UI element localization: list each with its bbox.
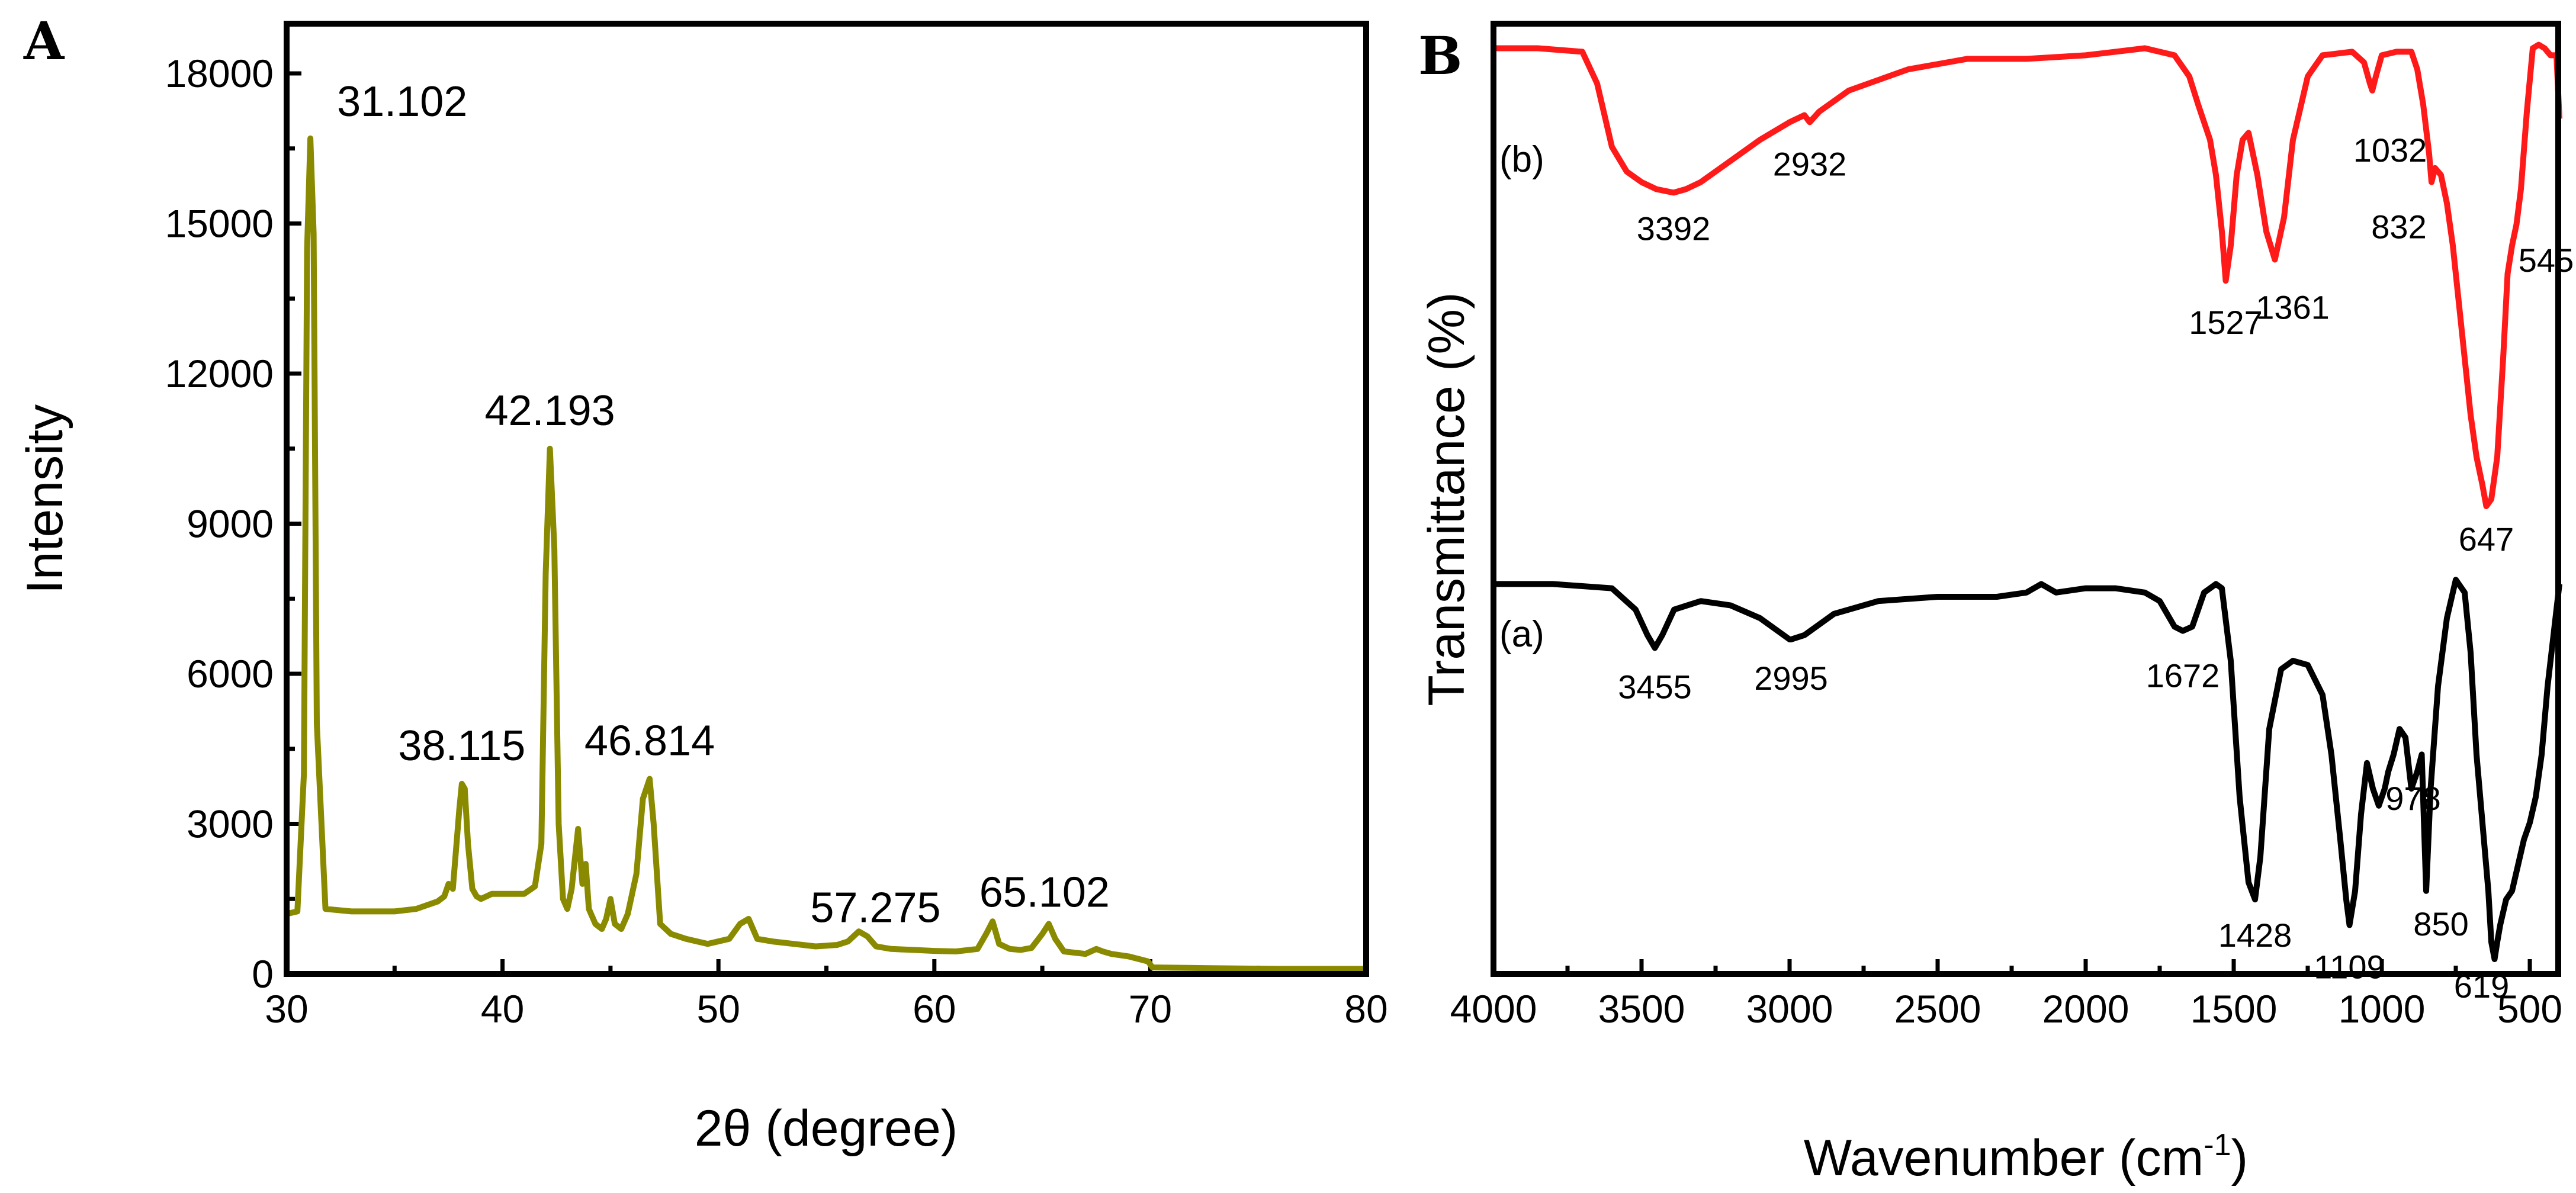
ftir-peak-label: 832 <box>2371 208 2426 246</box>
ftir-peak-label: 2932 <box>1773 145 1847 182</box>
xrd-series <box>285 135 1366 972</box>
xrd-x-tick-label: 50 <box>696 987 740 1031</box>
ftir-plot-frame <box>1491 21 2561 977</box>
ftir-x-axis-title-text: Wavenumber (cm <box>1804 1130 2204 1186</box>
xrd-peak-label: 38.115 <box>398 722 525 770</box>
ftir-x-tick-label: 2500 <box>1894 987 1981 1031</box>
xrd-axis-ticks: 30 40 50 60 70 80 0 3000 6000 9000 12000 15000 18000 <box>165 52 1387 1031</box>
ftir-x-axis-title: Wavenumber (cm-1) <box>1804 1128 2248 1186</box>
ftir-x-tick-label: 2000 <box>2042 987 2129 1031</box>
ftir-peak-label: 1527 <box>2189 304 2263 341</box>
ftir-peak-label: 1428 <box>2218 917 2292 954</box>
ftir-x-tick-label: 3500 <box>1598 987 1685 1031</box>
ftir-peak-label: 1361 <box>2256 289 2330 326</box>
xrd-x-tick-label: 60 <box>913 987 956 1031</box>
ftir-peak-label: 978 <box>2385 780 2440 817</box>
xrd-y-tick-label: 12000 <box>165 352 274 395</box>
xrd-x-axis-title: 2θ (degree) <box>695 1100 958 1157</box>
xrd-x-tick-label: 30 <box>265 987 308 1031</box>
xrd-series-line <box>285 135 1366 972</box>
ftir-series-label-a: (a) <box>1499 614 1544 655</box>
ftir-series-line-b <box>1493 41 2562 509</box>
ftir-peak-label: 2995 <box>1754 660 1828 697</box>
ftir-x-axis-title-end: ) <box>2231 1130 2249 1186</box>
xrd-y-tick-label: 6000 <box>187 652 274 696</box>
ftir-x-tick-label: 500 <box>2497 987 2562 1031</box>
xrd-plot-frame <box>284 21 1369 977</box>
ftir-peak-label: 1032 <box>2353 131 2427 169</box>
ftir-x-axis-title-sup: -1 <box>2204 1128 2231 1162</box>
panel-letter-a: A <box>23 10 65 72</box>
ftir-peak-label: 1672 <box>2146 657 2220 694</box>
xrd-peak-label: 65.102 <box>979 869 1110 917</box>
ftir-y-axis-title: Transmittance (%) <box>1418 292 1475 706</box>
ftir-x-tick-label: 3000 <box>1746 987 1833 1031</box>
ftir-peak-label: 850 <box>2413 905 2468 943</box>
ftir-peak-label: 545 <box>2519 242 2574 279</box>
xrd-x-tick-label: 70 <box>1129 987 1172 1031</box>
xrd-y-axis-title: Intensity <box>17 404 73 594</box>
ftir-peak-label: 1109 <box>2314 948 2385 985</box>
xrd-peak-label: 42.193 <box>484 387 615 435</box>
panel-letter-b: B <box>1418 25 1462 86</box>
xrd-peak-labels: 31.102 38.115 42.193 46.814 57.275 65.102 <box>337 78 1110 931</box>
xrd-y-tick-label: 9000 <box>187 502 274 546</box>
ftir-series-label-b: (b) <box>1499 139 1544 180</box>
ftir-peak-label: 3455 <box>1618 668 1692 705</box>
ftir-peak-label: 619 <box>2454 967 2509 1005</box>
ftir-x-tick-label: 1500 <box>2190 987 2278 1031</box>
ftir-chart: 4000 3500 3000 2500 2000 1500 1000 500 3392 2932… <box>1418 21 2574 1186</box>
xrd-peak-label: 31.102 <box>337 78 467 126</box>
ftir-peak-label: 647 <box>2459 520 2514 558</box>
ftir-series <box>1493 41 2562 962</box>
xrd-x-tick-label: 40 <box>481 987 524 1031</box>
ftir-x-tick-label: 4000 <box>1450 987 1537 1031</box>
xrd-x-tick-label: 80 <box>1344 987 1387 1031</box>
xrd-y-tick-label: 3000 <box>187 802 274 846</box>
xrd-y-tick-label: 18000 <box>165 52 274 95</box>
xrd-chart: 30 40 50 60 70 80 0 3000 6000 9000 12000 15000 18000… <box>17 21 1388 1157</box>
xrd-peak-label: 46.814 <box>584 717 715 764</box>
xrd-y-tick-label: 15000 <box>165 202 274 246</box>
ftir-peak-label: 3392 <box>1637 210 1711 247</box>
xrd-y-tick-label: 0 <box>252 952 274 996</box>
xrd-peak-label: 57.275 <box>810 884 940 931</box>
ftir-x-tick-label: 1000 <box>2339 987 2426 1031</box>
ftir-axis-ticks: 4000 3500 3000 2500 2000 1500 1000 500 <box>1450 959 2562 1031</box>
ftir-series-line-a <box>1493 577 2562 962</box>
